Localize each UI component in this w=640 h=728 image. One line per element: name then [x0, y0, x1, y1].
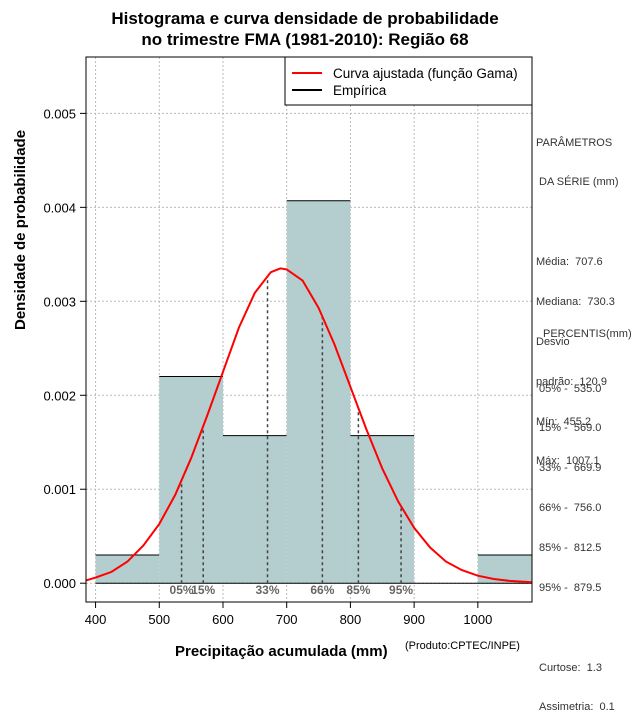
y-tick-label: 0.005: [43, 106, 76, 121]
param-media: Média: 707.6: [536, 255, 603, 268]
param-mediana: Mediana: 730.3: [536, 295, 615, 308]
gamma-curve: [85, 267, 533, 584]
histogram-bar: [222, 435, 287, 584]
chart-title-line1: Histograma e curva densidade de probabil…: [111, 9, 499, 28]
param-padrao: padrão: 120.9: [536, 375, 607, 388]
legend-empirical-label: Empírica: [333, 83, 387, 98]
legend: Curva ajustada (função Gama) Empírica: [284, 56, 533, 106]
x-tick-label: 900: [403, 612, 425, 627]
y-tick-label: 0.003: [43, 294, 76, 309]
percentile-lines-layer: 05%15% 33% 66% 85% 95%: [170, 276, 413, 597]
percentile-label: 66%: [310, 583, 334, 597]
percentis-header: PERCENTIS(mm): [543, 328, 632, 340]
percentis-panel: 05% - 535.0 15% - 569.0 33% - 669.9 66% …: [539, 356, 615, 728]
param-max: Máx: 1007.1: [536, 455, 600, 468]
percentil-85: 85% - 812.5: [539, 542, 602, 555]
histogram-bar: [286, 200, 351, 584]
percentile-label: 85%: [346, 583, 370, 597]
histogram-chart: 05%15% 33% 66% 85% 95% 400 500 600 700 800 900 100…: [43, 56, 533, 627]
x-tick-label: 600: [212, 612, 234, 627]
x-tick-label: 700: [276, 612, 298, 627]
y-tick-label: 0.001: [43, 482, 76, 497]
percentil-15: 15% - 569.0: [539, 422, 602, 435]
histogram-bar: [95, 555, 160, 584]
percentil-05: 05% - 535.0: [539, 382, 602, 395]
percentil-66: 66% - 756.0: [539, 502, 602, 515]
params-header1: PARÂMETROS: [536, 136, 613, 149]
percentile-label: 15%: [191, 583, 215, 597]
param-min: Mín: 455.2: [536, 415, 592, 428]
param-desvio: Desvio: [536, 335, 570, 348]
x-tick-label: 400: [85, 612, 107, 627]
percentile-label: 05%: [170, 583, 194, 597]
x-tick-label: 800: [340, 612, 362, 627]
percentil-33: 33% - 669.9: [539, 462, 602, 475]
y-tick-label: 0.004: [43, 200, 76, 215]
stat-assimetria: Assimetria: 0.1: [539, 701, 615, 714]
percentil-95: 95% - 879.5: [539, 582, 602, 595]
x-axis-label: Precipitação acumulada (mm): [175, 643, 388, 660]
params-header2: DA SÉRIE (mm): [536, 176, 619, 189]
histogram-bar: [350, 435, 415, 584]
legend-curve-label: Curva ajustada (função Gama): [333, 66, 518, 81]
x-tick-label: 500: [148, 612, 170, 627]
percentile-label: 95%: [389, 583, 413, 597]
curve-layer: [85, 267, 533, 584]
axis-layer: 400 500 600 700 800 900 1000 0.000 0.001 0.002 0.0…: [43, 56, 533, 627]
histogram-bar: [159, 376, 223, 584]
params-panel: PARÂMETROS DA SÉRIE (mm) Média: 707.6 Me…: [536, 110, 619, 482]
legend-box: [284, 56, 533, 106]
y-axis-label: Densidade de probabilidade: [12, 129, 29, 330]
stat-curtose: Curtose: 1.3: [539, 661, 602, 674]
y-tick-label: 0.002: [43, 388, 76, 403]
x-tick-label: 1000: [463, 612, 492, 627]
percentile-label: 33%: [256, 583, 280, 597]
bars-layer: [95, 200, 532, 584]
y-tick-label: 0.000: [43, 576, 76, 591]
histogram-bar: [477, 555, 532, 584]
chart-title-line2: no trimestre FMA (1981-2010): Região 68: [141, 30, 469, 49]
footer-credit: (Produto:CPTEC/INPE): [405, 640, 520, 652]
